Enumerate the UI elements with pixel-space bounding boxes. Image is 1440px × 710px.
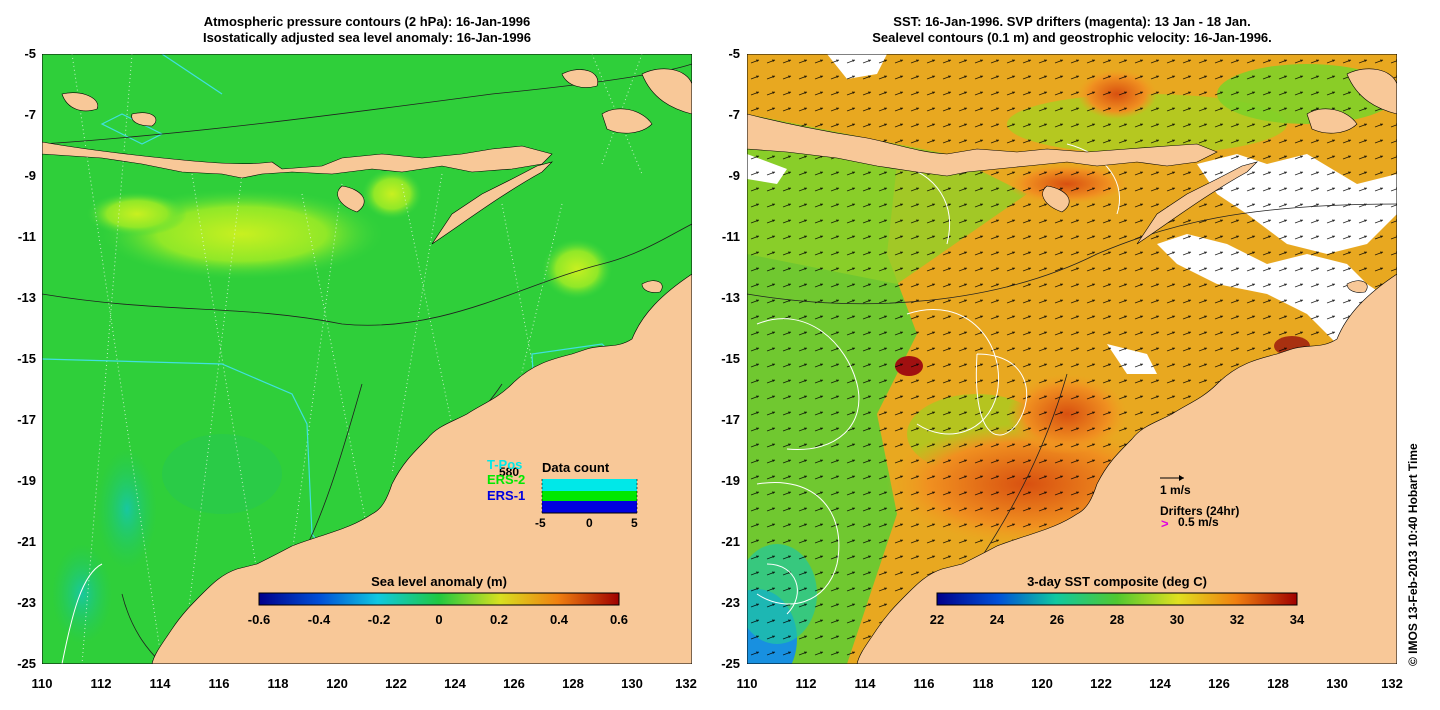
right-cbar-tick: 32 bbox=[1229, 612, 1245, 627]
drifters-label: Drifters (24hr) bbox=[1160, 504, 1239, 518]
data-count-inset: Data count 580 T-Pos ERS-2 ERS-1 -5 0 5 bbox=[487, 457, 638, 530]
y-tick: -7 bbox=[24, 107, 36, 122]
y-tick: -7 bbox=[728, 107, 740, 122]
inset-legend-tpos: T-Pos bbox=[487, 457, 522, 472]
right-cbar-tick: 22 bbox=[929, 612, 945, 627]
left-map: Data count 580 T-Pos ERS-2 ERS-1 -5 0 5 bbox=[42, 54, 692, 664]
inset-bar-ers1 bbox=[542, 501, 637, 513]
inset-xtick-neg5: -5 bbox=[535, 516, 546, 530]
inset-legend-ers1: ERS-1 bbox=[487, 488, 525, 503]
x-tick: 126 bbox=[503, 676, 525, 691]
velocity-scale-label: 1 m/s bbox=[1160, 483, 1191, 497]
anomaly-high bbox=[542, 239, 612, 299]
anomaly-low bbox=[162, 434, 282, 514]
y-tick: -9 bbox=[24, 168, 36, 183]
left-cbar-tick: 0.2 bbox=[489, 612, 509, 627]
inset-bar-tpos bbox=[542, 479, 637, 491]
x-tick: 128 bbox=[562, 676, 584, 691]
drifter-marker: > bbox=[1161, 516, 1169, 531]
right-title: SST: 16-Jan-1996. SVP drifters (magenta)… bbox=[747, 14, 1397, 46]
left-cbar-tick: -0.2 bbox=[367, 612, 391, 627]
x-tick: 112 bbox=[90, 676, 112, 691]
x-tick: 132 bbox=[675, 676, 697, 691]
x-tick: 110 bbox=[31, 676, 53, 691]
x-tick: 110 bbox=[736, 676, 758, 691]
right-cbar-tick: 34 bbox=[1289, 612, 1305, 627]
y-tick: -13 bbox=[17, 290, 36, 305]
y-tick: -11 bbox=[17, 229, 36, 244]
inset-xtick-5: 5 bbox=[631, 516, 638, 530]
right-cbar-tick: 26 bbox=[1049, 612, 1065, 627]
inset-count: 580 bbox=[499, 465, 519, 479]
x-tick: 120 bbox=[326, 676, 348, 691]
x-tick: 124 bbox=[1149, 676, 1171, 691]
y-tick: -19 bbox=[721, 473, 740, 488]
left-title: Atmospheric pressure contours (2 hPa): 1… bbox=[42, 14, 692, 46]
right-map: 1 m/s Drifters (24hr) > 0.5 m/s bbox=[747, 54, 1397, 664]
y-tick: -5 bbox=[24, 46, 36, 61]
y-tick: -21 bbox=[17, 534, 36, 549]
copyright-text: © IMOS 13-Feb-2013 10:40 Hobart Time bbox=[1406, 443, 1420, 666]
land bbox=[42, 68, 692, 664]
right-colorbar-label: 3-day SST composite (deg C) bbox=[1027, 574, 1207, 589]
inset-xtick-0: 0 bbox=[586, 516, 593, 530]
x-tick: 124 bbox=[444, 676, 466, 691]
x-tick: 122 bbox=[1090, 676, 1112, 691]
inset-title: Data count bbox=[542, 460, 610, 475]
left-title-line2: Isostatically adjusted sea level anomaly… bbox=[202, 30, 532, 45]
x-tick: 118 bbox=[972, 676, 994, 691]
sealevel-contours bbox=[756, 143, 1121, 615]
y-tick: -21 bbox=[721, 534, 740, 549]
y-tick: -17 bbox=[721, 412, 740, 427]
y-tick: -11 bbox=[721, 229, 740, 244]
right-colorbar bbox=[936, 592, 1298, 606]
x-tick: 114 bbox=[149, 676, 171, 691]
right-cbar-tick: 28 bbox=[1109, 612, 1125, 627]
left-cbar-tick: 0.6 bbox=[609, 612, 629, 627]
velocity-scale-arrow bbox=[1160, 475, 1184, 481]
y-tick: -9 bbox=[728, 168, 740, 183]
right-title-line2: Sealevel contours (0.1 m) and geostrophi… bbox=[872, 30, 1272, 45]
x-tick: 112 bbox=[795, 676, 817, 691]
left-cbar-tick: -0.6 bbox=[247, 612, 271, 627]
left-cbar-tick: -0.4 bbox=[307, 612, 331, 627]
y-tick: -23 bbox=[721, 595, 740, 610]
land bbox=[747, 68, 1397, 664]
right-cbar-tick: 30 bbox=[1169, 612, 1185, 627]
inset-legend-ers2: ERS-2 bbox=[487, 472, 525, 487]
x-tick: 128 bbox=[1267, 676, 1289, 691]
x-tick: 116 bbox=[208, 676, 230, 691]
y-tick: -23 bbox=[17, 595, 36, 610]
y-tick: -25 bbox=[721, 656, 740, 671]
anomaly-low bbox=[52, 544, 112, 644]
drifters-scale: 0.5 m/s bbox=[1178, 515, 1219, 529]
x-tick: 130 bbox=[621, 676, 643, 691]
x-tick: 122 bbox=[385, 676, 407, 691]
y-tick: -25 bbox=[17, 656, 36, 671]
y-tick: -13 bbox=[721, 290, 740, 305]
x-tick: 126 bbox=[1208, 676, 1230, 691]
x-tick: 130 bbox=[1326, 676, 1348, 691]
anomaly-low bbox=[97, 449, 157, 569]
x-tick: 116 bbox=[913, 676, 935, 691]
x-tick: 118 bbox=[267, 676, 289, 691]
left-colorbar-label: Sea level anomaly (m) bbox=[371, 574, 507, 589]
anomaly-high bbox=[87, 192, 187, 236]
y-tick: -5 bbox=[728, 46, 740, 61]
x-tick: 120 bbox=[1031, 676, 1053, 691]
y-tick: -17 bbox=[17, 412, 36, 427]
anomaly-high bbox=[362, 169, 422, 219]
left-title-line1: Atmospheric pressure contours (2 hPa): 1… bbox=[203, 14, 531, 29]
y-tick: -19 bbox=[17, 473, 36, 488]
y-tick: -15 bbox=[721, 351, 740, 366]
right-title-line1: SST: 16-Jan-1996. SVP drifters (magenta)… bbox=[893, 14, 1251, 29]
left-cbar-tick: 0 bbox=[435, 612, 443, 627]
y-tick: -15 bbox=[17, 351, 36, 366]
x-tick: 132 bbox=[1381, 676, 1403, 691]
inset-bar-ers2 bbox=[542, 491, 637, 501]
left-cbar-tick: 0.4 bbox=[549, 612, 569, 627]
right-cbar-tick: 24 bbox=[989, 612, 1005, 627]
left-colorbar bbox=[258, 592, 620, 606]
x-tick: 114 bbox=[854, 676, 876, 691]
